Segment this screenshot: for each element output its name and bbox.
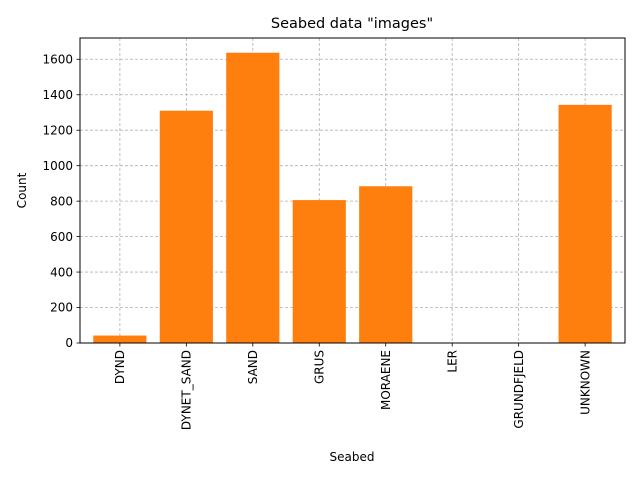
x-axis-ticks: DYND DYNET_SAND SAND GRUS MORAENE LER GRUNDFJE…: [113, 343, 592, 430]
bar-dynet-sand: [159, 110, 213, 343]
y-tick-label: 1200: [42, 123, 73, 137]
x-tick-label: GRUS: [313, 350, 327, 384]
bar-sand: [226, 52, 280, 344]
x-tick-label: DYNET_SAND: [180, 350, 194, 430]
y-tick-label: 1600: [42, 52, 73, 66]
x-tick-label: UNKNOWN: [578, 350, 592, 415]
plot-frame: [79, 37, 626, 344]
y-tick-label: 0: [65, 336, 73, 350]
x-tick-label: LER: [445, 350, 459, 373]
y-tick-label: 800: [50, 194, 73, 208]
bar-dynd: [93, 335, 147, 343]
x-tick-label: DYND: [113, 350, 127, 384]
x-tick-label: MORAENE: [379, 350, 393, 410]
bars: [93, 52, 612, 344]
y-axis-label: Count: [15, 172, 29, 208]
x-axis-label: Seabed: [330, 450, 375, 464]
bar-unknown: [558, 104, 612, 343]
y-tick-label: 600: [50, 230, 73, 244]
x-tick-label: GRUNDFJELD: [512, 350, 526, 429]
y-tick-label: 1400: [42, 88, 73, 102]
bar-grus: [292, 200, 346, 343]
y-axis-ticks: 0 200 400 600 800 1000 1200 1400 1600: [42, 52, 80, 350]
x-tick-label: SAND: [246, 350, 260, 384]
y-tick-label: 400: [50, 265, 73, 279]
y-tick-label: 200: [50, 301, 73, 315]
bar-moraene: [359, 186, 413, 343]
chart-title: Seabed data "images": [271, 16, 433, 32]
y-tick-label: 1000: [42, 159, 73, 173]
